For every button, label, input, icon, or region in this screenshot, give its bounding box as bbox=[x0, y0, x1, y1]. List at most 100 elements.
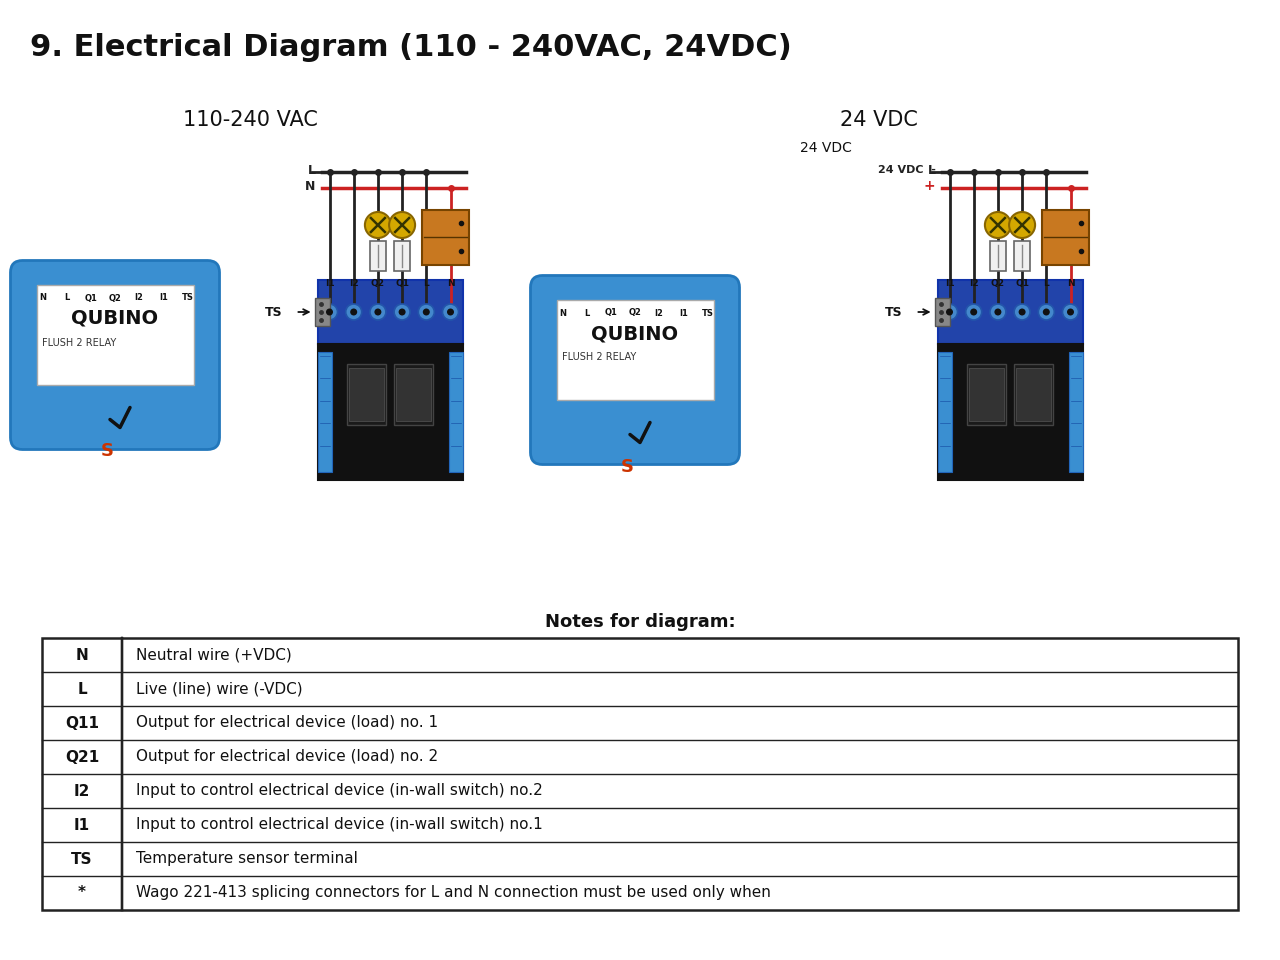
Text: N: N bbox=[305, 180, 315, 193]
Circle shape bbox=[1009, 212, 1036, 238]
Bar bbox=[349, 368, 384, 421]
Text: Q21: Q21 bbox=[65, 750, 99, 764]
Bar bbox=[937, 280, 1083, 344]
Circle shape bbox=[984, 212, 1011, 238]
Text: Neutral wire (+VDC): Neutral wire (+VDC) bbox=[136, 647, 292, 662]
Bar bbox=[396, 368, 431, 421]
Text: I1: I1 bbox=[159, 294, 168, 302]
Bar bbox=[42, 638, 1238, 910]
Circle shape bbox=[1019, 308, 1025, 316]
Circle shape bbox=[389, 212, 415, 238]
Circle shape bbox=[965, 304, 982, 320]
Text: FLUSH 2 RELAY: FLUSH 2 RELAY bbox=[562, 352, 636, 363]
Circle shape bbox=[346, 304, 362, 320]
Text: Q1: Q1 bbox=[604, 308, 617, 318]
Text: L: L bbox=[77, 682, 87, 697]
Text: *: * bbox=[78, 885, 86, 900]
Circle shape bbox=[398, 308, 406, 316]
Bar bbox=[448, 352, 462, 472]
Text: N: N bbox=[38, 294, 46, 302]
Text: I2: I2 bbox=[349, 278, 358, 288]
Text: L: L bbox=[1043, 278, 1050, 288]
Text: I2: I2 bbox=[74, 783, 90, 799]
Text: Temperature sensor terminal: Temperature sensor terminal bbox=[136, 852, 358, 867]
Text: S: S bbox=[621, 458, 634, 475]
Text: TS: TS bbox=[701, 308, 713, 318]
Text: Input to control electrical device (in-wall switch) no.1: Input to control electrical device (in-w… bbox=[136, 818, 543, 832]
Circle shape bbox=[422, 308, 430, 316]
Circle shape bbox=[351, 308, 357, 316]
Text: 24 VDC: 24 VDC bbox=[840, 110, 918, 130]
Text: Q11: Q11 bbox=[65, 715, 99, 731]
Bar bbox=[937, 352, 951, 472]
Text: L: L bbox=[424, 278, 429, 288]
Bar bbox=[394, 364, 433, 425]
Bar bbox=[317, 344, 462, 480]
Text: N: N bbox=[447, 278, 454, 288]
Circle shape bbox=[946, 308, 954, 316]
Text: I2: I2 bbox=[134, 294, 143, 302]
Text: N: N bbox=[76, 647, 88, 662]
Text: Q2: Q2 bbox=[628, 308, 641, 318]
Circle shape bbox=[942, 304, 957, 320]
Circle shape bbox=[1068, 308, 1074, 316]
Circle shape bbox=[326, 308, 333, 316]
Text: I1: I1 bbox=[74, 818, 90, 832]
Text: Q2: Q2 bbox=[109, 294, 122, 302]
Text: I1: I1 bbox=[678, 308, 687, 318]
Circle shape bbox=[447, 308, 454, 316]
Text: QUBINO: QUBINO bbox=[72, 309, 159, 328]
Bar bbox=[937, 344, 1083, 480]
Text: Input to control electrical device (in-wall switch) no.2: Input to control electrical device (in-w… bbox=[136, 783, 543, 799]
Circle shape bbox=[321, 304, 338, 320]
Text: L: L bbox=[584, 308, 589, 318]
Circle shape bbox=[989, 304, 1006, 320]
Text: 9. Electrical Diagram (110 - 240VAC, 24VDC): 9. Electrical Diagram (110 - 240VAC, 24V… bbox=[29, 34, 792, 62]
Circle shape bbox=[365, 212, 390, 238]
Bar bbox=[394, 241, 410, 271]
Text: L: L bbox=[64, 294, 69, 302]
Bar bbox=[934, 298, 950, 326]
Circle shape bbox=[1014, 304, 1030, 320]
Text: N: N bbox=[559, 308, 566, 318]
Text: I2: I2 bbox=[655, 308, 663, 318]
Text: Output for electrical device (load) no. 1: Output for electrical device (load) no. … bbox=[136, 715, 438, 731]
Bar bbox=[1014, 241, 1030, 271]
Circle shape bbox=[970, 308, 977, 316]
FancyBboxPatch shape bbox=[10, 260, 219, 449]
Bar bbox=[1014, 364, 1053, 425]
Text: L: L bbox=[928, 163, 936, 177]
Text: 110-240 VAC: 110-240 VAC bbox=[183, 110, 317, 130]
Text: I2: I2 bbox=[969, 278, 978, 288]
Text: 24 VDC: 24 VDC bbox=[800, 141, 852, 155]
Text: I1: I1 bbox=[945, 278, 955, 288]
Bar bbox=[557, 300, 713, 399]
Circle shape bbox=[443, 304, 458, 320]
Text: Q2: Q2 bbox=[991, 278, 1005, 288]
Bar bbox=[989, 241, 1006, 271]
Text: N: N bbox=[1066, 278, 1074, 288]
Circle shape bbox=[1038, 304, 1055, 320]
Text: 24 VDC  -: 24 VDC - bbox=[878, 165, 936, 175]
Text: Q1: Q1 bbox=[396, 278, 410, 288]
Text: Output for electrical device (load) no. 2: Output for electrical device (load) no. … bbox=[136, 750, 438, 764]
Text: TS: TS bbox=[182, 294, 193, 302]
Text: TS: TS bbox=[884, 305, 902, 319]
Circle shape bbox=[1043, 308, 1050, 316]
Circle shape bbox=[995, 308, 1001, 316]
Text: Q1: Q1 bbox=[84, 294, 97, 302]
Text: Notes for diagram:: Notes for diagram: bbox=[545, 613, 735, 631]
Text: Q1: Q1 bbox=[1015, 278, 1029, 288]
Text: Q2: Q2 bbox=[371, 278, 385, 288]
Bar bbox=[347, 364, 387, 425]
Bar bbox=[1016, 368, 1051, 421]
FancyBboxPatch shape bbox=[530, 276, 740, 465]
Circle shape bbox=[394, 304, 410, 320]
Text: QUBINO: QUBINO bbox=[591, 324, 678, 343]
Bar bbox=[1042, 210, 1088, 265]
Bar bbox=[422, 210, 468, 265]
Circle shape bbox=[374, 308, 381, 316]
Text: Live (line) wire (-VDC): Live (line) wire (-VDC) bbox=[136, 682, 302, 697]
Text: Wago 221-413 splicing connectors for L and N connection must be used only when: Wago 221-413 splicing connectors for L a… bbox=[136, 885, 771, 900]
Text: S: S bbox=[101, 443, 114, 461]
